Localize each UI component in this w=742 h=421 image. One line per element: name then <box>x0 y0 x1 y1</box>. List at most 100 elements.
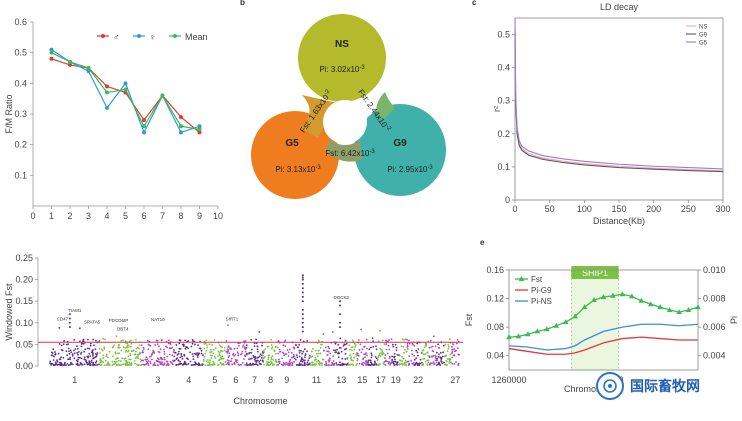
snp-point <box>205 360 208 363</box>
snp-point <box>326 354 329 356</box>
snp-point <box>344 339 347 342</box>
watermark-text: 国际畜牧网 <box>630 378 700 394</box>
snp-point <box>332 360 335 362</box>
snp-point <box>364 356 366 359</box>
snp-point <box>270 360 272 363</box>
x-tick-label: 1260000 <box>491 375 526 385</box>
snp-point <box>179 356 182 359</box>
snp-point <box>370 361 373 364</box>
snp-point <box>89 355 92 357</box>
snp-point <box>325 362 328 365</box>
snp-point <box>456 339 459 341</box>
snp-point <box>92 338 95 341</box>
snp-point <box>391 358 394 361</box>
snp-point <box>179 348 182 350</box>
snp-point <box>196 354 199 357</box>
snp-point <box>147 360 150 362</box>
snp-point <box>453 363 456 365</box>
snp-point <box>314 359 317 361</box>
snp-point <box>445 354 447 357</box>
snp-point <box>326 350 328 353</box>
y-tick-label: 0.5 <box>497 30 510 40</box>
snp-point <box>432 350 435 353</box>
snp-point <box>206 346 209 349</box>
snp-point <box>59 363 61 366</box>
snp-point <box>205 349 208 352</box>
y-tick-label-right: 0.006 <box>703 322 726 332</box>
snp-point <box>92 349 94 351</box>
snp-point <box>328 357 331 359</box>
snp-point <box>284 339 287 342</box>
snp-point <box>88 347 91 350</box>
snp-point <box>232 353 234 356</box>
y-tick-label: 0.6 <box>14 17 27 27</box>
snp-point <box>317 349 320 352</box>
snp-point <box>76 362 79 365</box>
snp-point <box>244 340 247 342</box>
snp-point <box>270 338 272 341</box>
snp-point <box>438 362 441 364</box>
snp-point <box>127 355 130 358</box>
snp-point <box>328 360 330 363</box>
snp-point <box>287 355 290 357</box>
snp-point <box>56 363 59 366</box>
snp-point <box>103 348 106 350</box>
snp-point <box>149 360 152 363</box>
snp-peak-point <box>301 274 304 277</box>
x-tick-label: 300 <box>715 204 730 214</box>
snp-point <box>358 362 361 365</box>
snp-point <box>67 347 70 350</box>
snp-point <box>90 361 93 364</box>
snp-point <box>324 346 327 349</box>
chromosome-points-5 <box>203 339 227 366</box>
snp-point <box>374 356 377 358</box>
snp-point <box>124 346 127 349</box>
snp-point <box>406 338 408 341</box>
snp-point <box>401 355 403 358</box>
snp-point <box>388 361 391 363</box>
snp-point <box>417 348 420 350</box>
snp-point <box>196 352 199 354</box>
snp-point <box>159 348 162 351</box>
legend-label: G5 <box>699 41 708 47</box>
x-tick-label: 1 <box>72 375 77 385</box>
snp-point <box>139 358 142 360</box>
snp-point <box>419 358 422 361</box>
snp-point <box>84 358 86 361</box>
snp-point <box>457 364 460 366</box>
snp-point <box>121 363 124 366</box>
snp-point <box>202 354 204 357</box>
snp-point <box>128 361 131 364</box>
snp-point <box>176 357 179 360</box>
snp-point <box>149 345 152 347</box>
y-tick-label: 0.5 <box>14 48 27 58</box>
snp-point <box>389 363 392 366</box>
snp-point <box>237 352 240 355</box>
snp-point <box>88 352 91 355</box>
snp-point <box>432 354 435 357</box>
snp-point <box>98 363 100 366</box>
snp-point <box>50 354 53 357</box>
snp-point <box>89 344 92 347</box>
snp-point <box>89 342 92 345</box>
snp-point <box>136 363 138 366</box>
snp-point <box>240 352 243 355</box>
snp-point <box>350 346 353 349</box>
snp-point <box>408 342 411 345</box>
snp-point <box>185 346 187 348</box>
snp-point <box>132 349 135 352</box>
snp-point <box>189 351 192 354</box>
data-point <box>610 292 616 298</box>
x-tick-label: 5 <box>123 211 128 221</box>
y-tick-label: 0.2 <box>14 140 27 150</box>
snp-point <box>227 359 230 362</box>
snp-point <box>233 361 236 364</box>
snp-point <box>121 339 124 341</box>
snp-point <box>173 355 176 358</box>
snp-point <box>226 351 228 353</box>
data-point <box>197 130 202 135</box>
snp-point <box>400 362 403 365</box>
snp-point <box>356 357 359 360</box>
chromosome-points-25 <box>435 341 445 366</box>
snp-point <box>267 354 270 357</box>
